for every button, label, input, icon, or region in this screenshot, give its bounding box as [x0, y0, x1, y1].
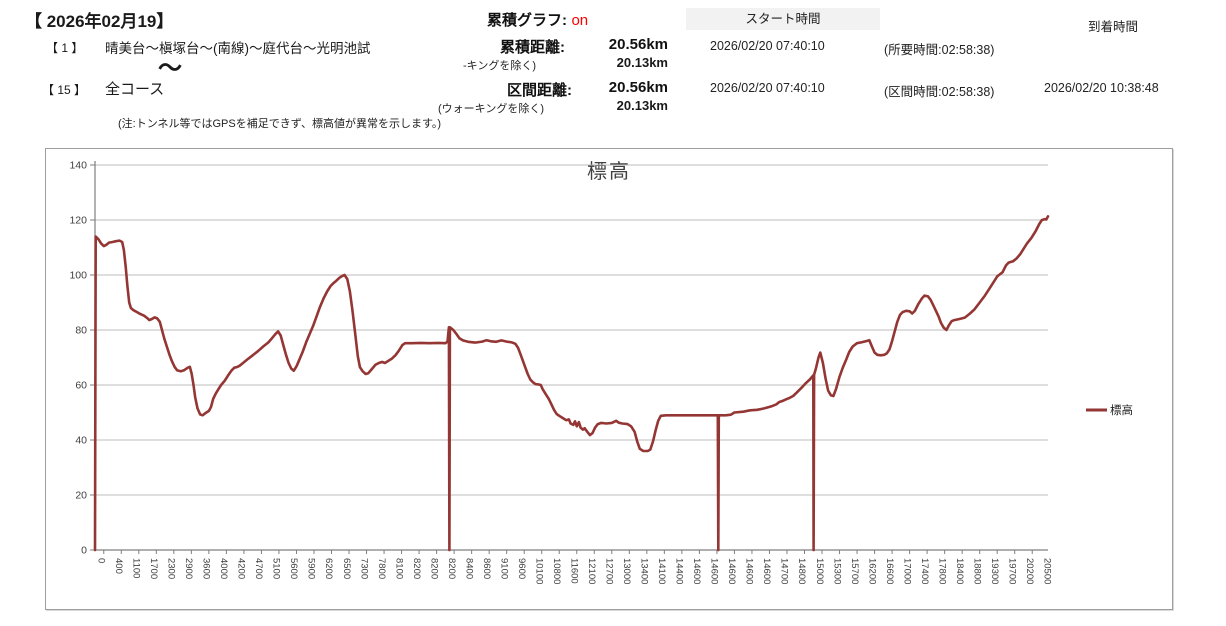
legend-label: 標高: [1110, 403, 1133, 417]
start-time-header: スタート時間: [686, 8, 880, 30]
x-tick-label: 20500: [1041, 558, 1052, 584]
x-tick-label: 12100: [586, 558, 597, 584]
cumulative-graph-toggle[interactable]: on: [571, 12, 589, 29]
cumulative-graph-label: 累積グラフ:: [487, 12, 567, 29]
x-tick-label: 4200: [236, 558, 247, 579]
x-tick-label: 4700: [253, 558, 264, 579]
x-tick-label: 20200: [1024, 558, 1035, 584]
x-tick-label: 15700: [849, 558, 860, 584]
x-tick-label: 6200: [323, 558, 334, 579]
x-tick-label: 9600: [516, 558, 527, 579]
course-range-tilde: ～: [158, 55, 182, 82]
x-tick-label: 19300: [989, 558, 1000, 584]
y-tick-label: 120: [69, 215, 87, 227]
cumulative-distance-value: 20.56km: [608, 36, 668, 53]
x-tick-label: 9100: [498, 558, 509, 579]
excluding-walking-value-1: 20.13km: [616, 55, 668, 70]
elevation-line: [93, 215, 1050, 552]
x-tick-label: 400: [113, 558, 124, 574]
course-row2-name: 全コース: [105, 81, 165, 98]
excluding-walking-value-2: 20.13km: [616, 98, 668, 113]
row2-arrival-time: 2026/02/20 10:38:48: [1044, 81, 1159, 95]
elevation-chart: 標高 0 20 40 60 80 100 120 140 0 400 1100 1700 2300 290…: [45, 148, 1173, 610]
x-tick-label: 2300: [166, 558, 177, 579]
x-tick-label: 12700: [604, 558, 615, 584]
elevation-chart-svg: 0 20 40 60 80 100 120 140 0 400 1100 1700 2300 2900 36…: [69, 160, 1133, 585]
x-tick-label: 7800: [376, 558, 387, 579]
x-tick-label: 5900: [306, 558, 317, 579]
row1-duration: (所要時間:02:58:38): [884, 43, 995, 57]
y-tick-label: 80: [75, 325, 87, 337]
arrival-time-header: 到着時間: [1088, 20, 1139, 34]
x-tick-label: 1700: [148, 558, 159, 579]
y-tick-label: 0: [81, 545, 87, 557]
x-tick-label: 1100: [131, 558, 142, 578]
x-tick-label: 14600: [744, 558, 755, 584]
x-tick-label: 15300: [831, 558, 842, 584]
x-tick-label: 5100: [271, 558, 282, 579]
course-row2-index: 【 15 】: [42, 83, 87, 97]
x-tick-label: 14400: [674, 558, 685, 584]
x-tick-label: 4000: [218, 558, 229, 579]
x-tick-label: 5600: [288, 558, 299, 579]
x-tick-label: 8600: [481, 558, 492, 579]
x-tick-label: 6500: [341, 558, 352, 579]
x-tick-label: 16600: [884, 558, 895, 584]
x-tick-label: 14800: [796, 558, 807, 584]
row2-duration: (区間時間:02:58:38): [884, 85, 995, 99]
x-tick-label: 8200: [411, 558, 422, 579]
x-tick-label: 10800: [551, 558, 562, 584]
course-row1-name: 晴美台～槇塚台～(南線)～庭代台～光明池試: [105, 41, 371, 56]
row2-start-time: 2026/02/20 07:40:10: [710, 81, 825, 95]
x-tick-label: 0: [96, 558, 107, 563]
y-tick-label: 140: [69, 160, 87, 172]
x-tick-label: 14600: [761, 558, 772, 584]
x-tick-label: 16200: [866, 558, 877, 584]
x-tick-label: 15000: [814, 558, 825, 584]
y-tick-label: 100: [69, 270, 87, 282]
x-tick-label: 17000: [901, 558, 912, 584]
x-tick-label: 8200: [428, 558, 439, 579]
y-tick-label: 40: [75, 435, 87, 447]
x-tick-label: 14700: [779, 558, 790, 584]
x-tick-label: 18800: [971, 558, 982, 584]
x-tick-label: 17800: [936, 558, 947, 584]
excluding-walking-label-2: (ウォーキングを除く): [438, 103, 544, 115]
x-tick-label: 8100: [393, 558, 404, 579]
x-tick-label: 13000: [621, 558, 632, 584]
chart-title: 標高: [587, 161, 631, 183]
x-tick-label: 19700: [1006, 558, 1017, 584]
cumulative-graph-row: 累積グラフ: on: [487, 9, 588, 30]
x-tick-label: 18400: [954, 558, 965, 584]
row1-start-time: 2026/02/20 07:40:10: [710, 39, 825, 53]
x-tick-label: 2900: [183, 558, 194, 579]
x-tick-label: 14600: [691, 558, 702, 584]
gps-note: (注:トンネル等ではGPSを補足できず、標高値が異常を示します。): [118, 118, 442, 130]
x-tick-label: 7300: [358, 558, 369, 579]
x-tick-label: 11600: [568, 558, 579, 584]
date-title: 【 2026年02月19】: [25, 12, 174, 31]
y-tick-label: 60: [75, 380, 87, 392]
y-tick-label: 20: [75, 490, 87, 502]
x-tick-label: 10100: [533, 558, 544, 584]
x-tick-label: 3600: [201, 558, 212, 579]
section-distance-value: 20.56km: [608, 79, 668, 96]
x-tick-label: 14600: [726, 558, 737, 584]
excluding-walking-label-1: -キングを除く): [463, 60, 536, 72]
x-tick-label: 13400: [639, 558, 650, 584]
x-tick-label: 8400: [463, 558, 474, 579]
x-tick-label: 17400: [919, 558, 930, 584]
section-distance-label: 区間距離:: [507, 82, 572, 99]
cumulative-distance-label: 累積距離:: [500, 39, 565, 56]
x-tick-label: 14600: [709, 558, 720, 584]
course-row1-index: 【 1 】: [46, 41, 84, 55]
x-tick-label: 14100: [656, 558, 667, 584]
x-tick-label: 8200: [446, 558, 457, 579]
